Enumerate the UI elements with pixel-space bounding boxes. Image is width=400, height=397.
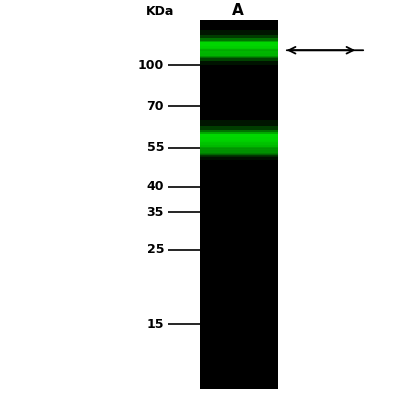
Bar: [200, 137, 278, 152]
Text: 55: 55: [146, 141, 164, 154]
Bar: [200, 51, 278, 56]
Bar: [200, 145, 278, 157]
Bar: [200, 149, 278, 153]
Bar: [200, 30, 278, 62]
Bar: [200, 120, 278, 156]
Bar: [200, 42, 278, 49]
Bar: [200, 143, 278, 160]
Bar: [200, 39, 278, 53]
Bar: [200, 130, 278, 146]
Bar: [200, 40, 278, 50]
Text: 70: 70: [146, 100, 164, 113]
Text: 35: 35: [147, 206, 164, 219]
Text: A: A: [232, 3, 244, 18]
Bar: [200, 35, 278, 56]
Text: 25: 25: [146, 243, 164, 256]
Bar: [200, 148, 278, 154]
Bar: [200, 46, 278, 61]
Bar: [200, 140, 278, 150]
Bar: [200, 133, 278, 156]
Bar: [200, 48, 278, 58]
Bar: [200, 141, 278, 148]
Text: 100: 100: [138, 59, 164, 72]
Bar: [200, 50, 278, 57]
Bar: [200, 134, 278, 142]
Bar: [200, 132, 278, 143]
Text: 40: 40: [146, 180, 164, 193]
Bar: [200, 126, 278, 150]
Bar: [200, 20, 278, 389]
Bar: [200, 147, 278, 155]
Text: KDa: KDa: [146, 5, 174, 18]
Text: 15: 15: [146, 318, 164, 331]
Bar: [200, 42, 278, 65]
Bar: [200, 143, 278, 147]
